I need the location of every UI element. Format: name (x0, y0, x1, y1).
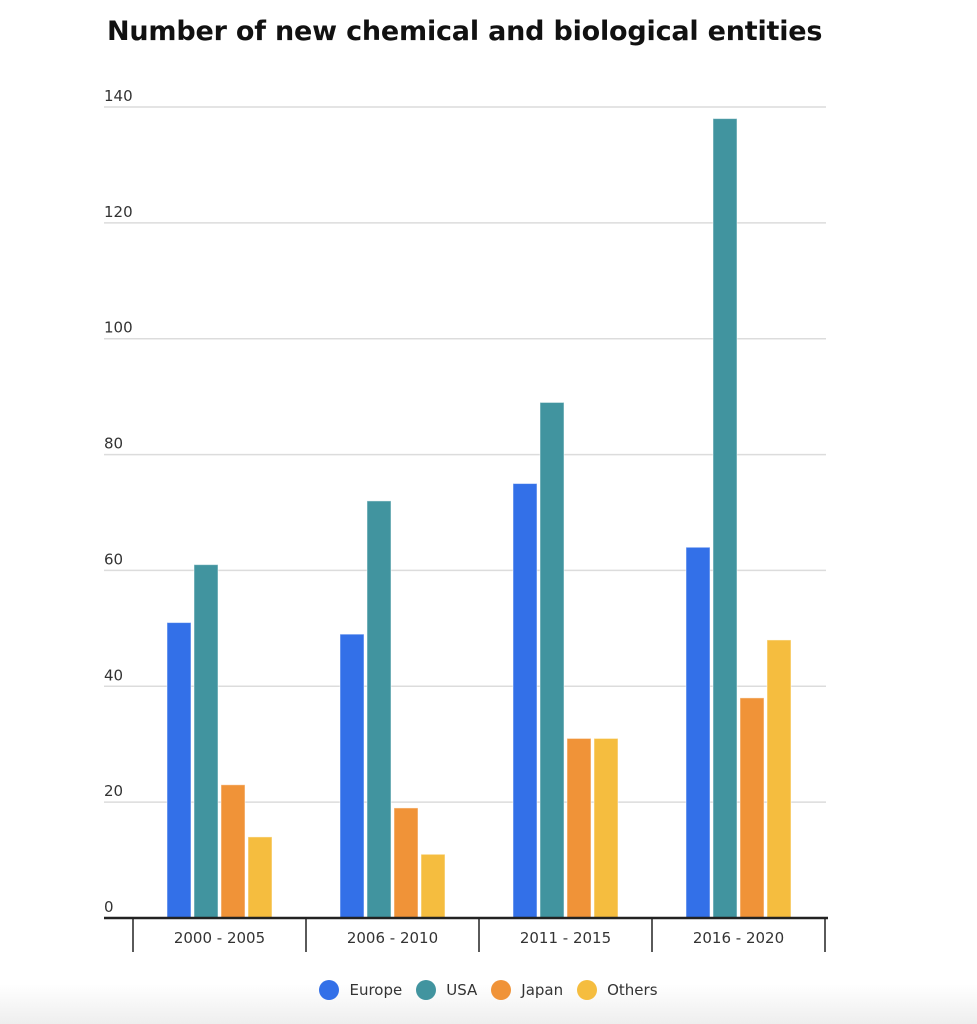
page-bottom-shade (0, 984, 977, 1024)
bar-others (766, 639, 792, 919)
legend-item-others: Others (577, 980, 658, 1000)
legend-label: Japan (521, 981, 564, 999)
bar-usa (193, 564, 219, 919)
bar-usa (712, 118, 738, 919)
bar-usa (539, 401, 565, 919)
x-tick-label: 2016 - 2020 (693, 929, 784, 947)
bar-japan (393, 807, 419, 919)
bar-chart: 0 20 40 60 80 100 120 140 2000 - 2005 2006 - 2010… (104, 87, 828, 952)
y-tick-label: 20 (104, 782, 123, 800)
y-tick-label: 120 (104, 203, 133, 221)
bar-others (420, 853, 446, 919)
legend-item-usa: USA (416, 980, 477, 1000)
legend-label: USA (446, 981, 478, 999)
legend-swatch (416, 980, 437, 1000)
bar-europe (512, 483, 538, 919)
y-tick-label: 60 (104, 550, 123, 568)
x-tick-label: 2000 - 2005 (174, 929, 265, 947)
bar-japan (220, 784, 246, 919)
legend-swatch (319, 980, 340, 1000)
y-tick-label: 80 (104, 435, 123, 453)
legend-item-japan: Japan (491, 980, 563, 1000)
legend-swatch (491, 980, 512, 1000)
legend-label: Others (607, 981, 658, 999)
y-tick-label: 40 (104, 666, 123, 684)
legend-label: Europe (349, 981, 403, 999)
y-tick-label: 140 (104, 87, 133, 105)
bar-usa (366, 500, 392, 919)
legend-swatch (577, 980, 598, 1000)
chart-title: Number of new chemical and biological en… (107, 16, 823, 47)
legend: Europe USA Japan Others (0, 980, 977, 1000)
y-tick-label: 100 (104, 319, 133, 337)
y-tick-label: 0 (104, 898, 114, 916)
bar-europe (166, 622, 192, 919)
x-tick-label: 2006 - 2010 (347, 929, 438, 947)
bar-others (593, 737, 619, 919)
bar-japan (739, 697, 765, 919)
bar-japan (566, 737, 592, 919)
bar-others (247, 836, 273, 919)
x-tick-label: 2011 - 2015 (520, 929, 611, 947)
bar-europe (685, 546, 711, 919)
legend-item-europe: Europe (319, 980, 402, 1000)
bar-europe (339, 633, 365, 919)
